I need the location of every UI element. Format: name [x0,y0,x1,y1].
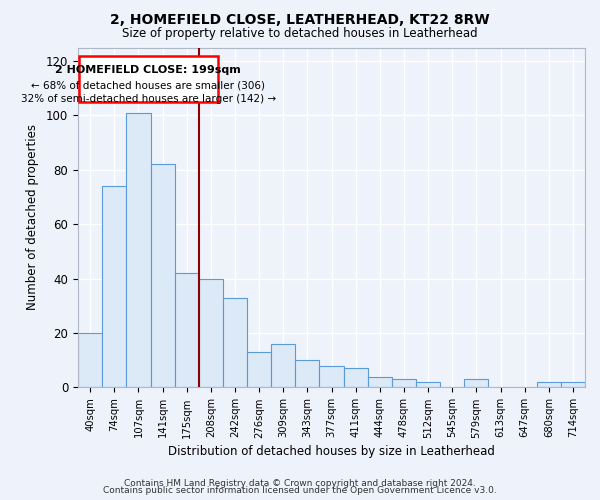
Bar [151,164,175,388]
Bar [561,382,585,388]
X-axis label: Distribution of detached houses by size in Leatherhead: Distribution of detached houses by size … [168,444,495,458]
Bar [199,278,223,388]
Bar [416,382,440,388]
Text: Size of property relative to detached houses in Leatherhead: Size of property relative to detached ho… [122,28,478,40]
Bar [537,382,561,388]
Bar [175,273,199,388]
Bar [102,186,127,388]
Bar [368,376,392,388]
Text: ← 68% of detached houses are smaller (306): ← 68% of detached houses are smaller (30… [31,80,265,90]
Bar [344,368,368,388]
Bar [295,360,319,388]
Text: 2, HOMEFIELD CLOSE, LEATHERHEAD, KT22 8RW: 2, HOMEFIELD CLOSE, LEATHERHEAD, KT22 8R… [110,12,490,26]
Y-axis label: Number of detached properties: Number of detached properties [26,124,39,310]
Bar [392,380,416,388]
Bar [319,366,344,388]
Bar [223,298,247,388]
Bar [271,344,295,388]
Bar [78,333,102,388]
Text: 2 HOMEFIELD CLOSE: 199sqm: 2 HOMEFIELD CLOSE: 199sqm [55,65,241,75]
Text: Contains public sector information licensed under the Open Government Licence v3: Contains public sector information licen… [103,486,497,495]
Bar [464,380,488,388]
Bar [247,352,271,388]
Bar [79,56,218,102]
Text: Contains HM Land Registry data © Crown copyright and database right 2024.: Contains HM Land Registry data © Crown c… [124,478,476,488]
Text: 32% of semi-detached houses are larger (142) →: 32% of semi-detached houses are larger (… [21,94,276,104]
Bar [127,113,151,388]
